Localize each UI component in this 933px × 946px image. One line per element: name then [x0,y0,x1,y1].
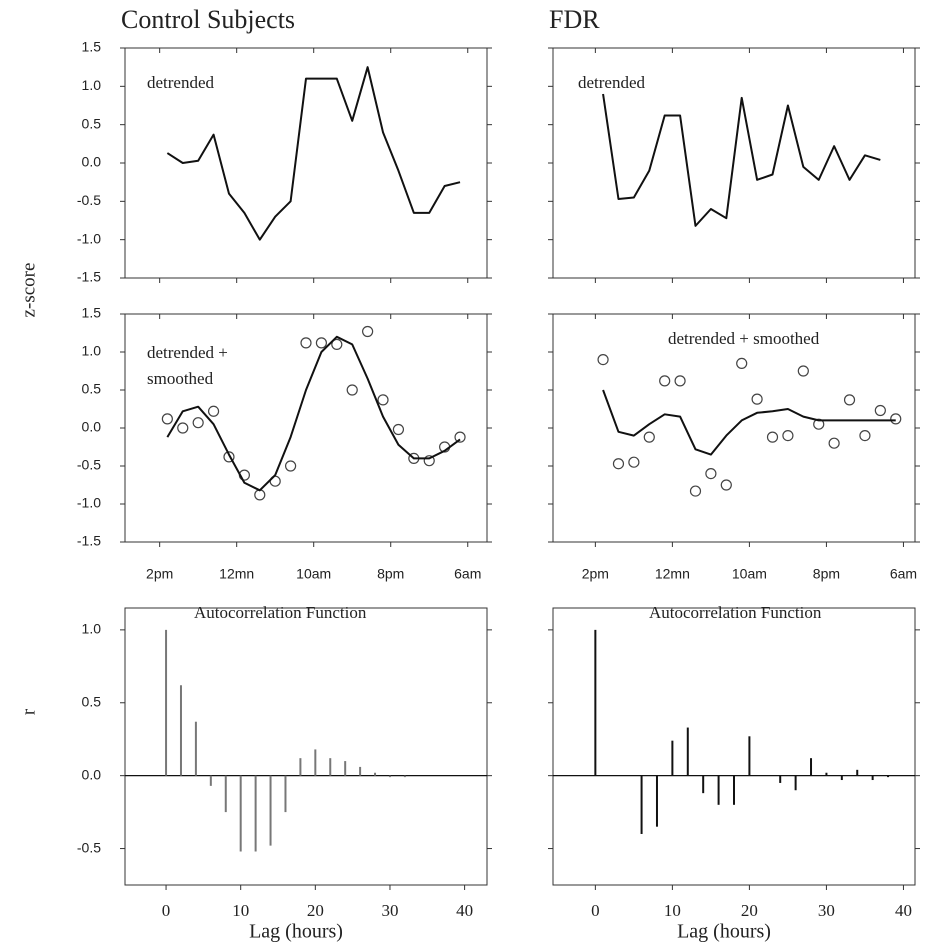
panel-title: FDR [549,5,600,34]
data-point [161,413,173,425]
data-point [207,405,220,417]
y-tick-label: -1.0 [77,495,101,511]
x-tick-label: 20 [741,901,758,920]
annotation: smoothed [147,369,214,388]
data-point [284,460,297,472]
x-tick-label: 30 [381,901,398,920]
data-point [392,423,405,436]
data-line [166,335,461,492]
data-point [300,337,312,349]
x-tick-label: 10 [232,901,249,920]
data-point [612,458,625,470]
data-point [797,365,809,377]
y-tick-label: -0.5 [77,192,101,208]
y-tick-label: 0.5 [82,115,102,131]
x-tick-label: 10am [296,566,331,582]
data-point [177,422,189,434]
data-point [720,479,732,491]
data-point [192,417,204,429]
y-axis-label: r [18,708,39,715]
x-tick-label: 12mn [655,566,690,582]
x-tick-label: 40 [895,901,912,920]
y-tick-label: -1.5 [77,533,101,549]
data-point [223,451,235,463]
x-tick-label: 0 [162,901,171,920]
data-point [859,430,871,442]
y-tick-label: 1.0 [82,343,102,359]
data-line [602,93,881,227]
data-point [643,431,655,443]
y-tick-label: 0.0 [82,154,102,170]
x-tick-label: 10am [732,566,767,582]
data-point [705,468,717,480]
annotation: detrended [147,73,215,92]
panel-title: Control Subjects [121,5,295,34]
y-tick-label: 0.5 [82,381,102,397]
plot-frame [552,607,916,886]
y-axis-label: z-score [18,263,39,318]
data-point [874,404,886,417]
data-point [766,431,779,443]
y-tick-label: 0.0 [82,419,102,435]
annotation: detrended + [147,343,228,362]
data-point [597,354,609,366]
annotation: detrended [578,73,646,92]
x-tick-label: 0 [591,901,600,920]
data-point [377,394,389,406]
data-point [423,455,435,467]
x-axis-label: Lag (hours) [677,921,771,943]
data-point [890,413,902,425]
x-tick-label: 6am [890,566,917,582]
data-line [166,66,461,241]
plot-frame [124,607,488,886]
data-point [362,325,374,338]
data-point [254,489,266,501]
data-point [736,357,748,369]
annotation: Autocorrelation Function [194,603,367,622]
x-tick-label: 10 [664,901,681,920]
x-tick-label: 2pm [582,566,609,582]
y-tick-label: -0.5 [77,839,101,855]
x-tick-label: 30 [818,901,835,920]
data-point [689,485,702,497]
data-point [828,437,840,449]
y-tick-label: 1.0 [82,621,102,637]
y-tick-label: -0.5 [77,457,101,473]
x-tick-label: 2pm [146,566,173,582]
y-tick-label: -1.5 [77,269,101,285]
y-tick-label: 1.0 [82,77,102,93]
annotation: Autocorrelation Function [649,603,822,622]
data-point [659,375,671,387]
annotation: detrended + smoothed [668,329,820,348]
y-tick-label: -1.0 [77,230,101,246]
data-point [674,375,686,387]
x-tick-label: 20 [307,901,324,920]
x-tick-label: 12mn [219,566,254,582]
x-tick-label: 8pm [377,566,404,582]
x-tick-label: 40 [456,901,473,920]
y-tick-label: 0.5 [82,693,102,709]
x-tick-label: 6am [454,566,481,582]
data-point [331,338,343,350]
y-tick-label: 1.5 [82,39,102,55]
data-point [454,431,466,443]
data-point [628,456,640,468]
y-tick-label: 0.0 [82,766,102,782]
y-tick-label: 1.5 [82,305,102,321]
x-axis-label: Lag (hours) [249,921,343,943]
data-line [602,389,896,456]
data-point [751,393,763,405]
data-point [315,337,328,349]
data-point [782,430,794,442]
data-point [346,384,358,396]
data-point [813,418,825,430]
x-tick-label: 8pm [813,566,840,582]
data-point [843,394,856,406]
